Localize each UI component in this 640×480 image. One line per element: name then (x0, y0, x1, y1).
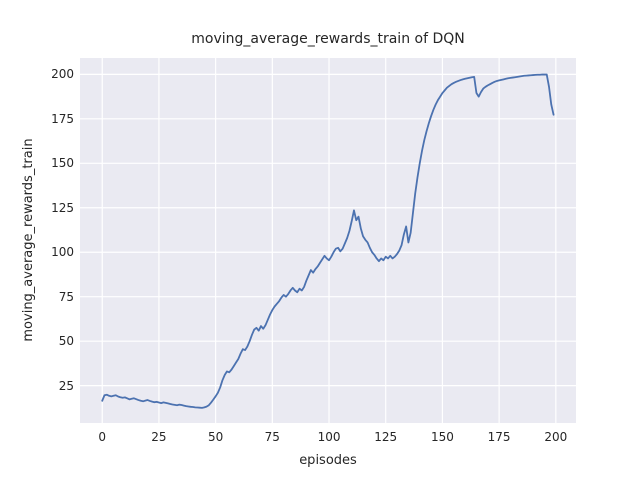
x-tick-label: 200 (544, 430, 568, 444)
x-tick-label: 0 (98, 430, 107, 444)
series-line (101, 73, 555, 409)
x-tick-label: 50 (207, 430, 224, 444)
y-tick-label: 50 (58, 334, 74, 349)
x-tick-label: 125 (374, 430, 398, 444)
y-tick-label: 100 (51, 245, 74, 260)
x-tick-label: 25 (151, 430, 167, 444)
plot-area (80, 58, 576, 423)
x-tick-label: 75 (264, 430, 280, 444)
y-tick-label: 150 (51, 156, 74, 171)
x-tick-label: 175 (487, 430, 511, 444)
y-tick-label: 25 (58, 378, 74, 393)
y-tick-label: 75 (58, 289, 74, 304)
y-tick-label: 175 (51, 111, 74, 126)
y-tick-label: 125 (51, 200, 74, 215)
line-chart-svg (80, 58, 576, 423)
chart-title: moving_average_rewards_train of DQN (191, 31, 465, 47)
x-tick-label: 100 (317, 430, 341, 444)
y-tick-label: 200 (51, 67, 74, 82)
x-axis-label: episodes (299, 453, 357, 468)
x-tick-label: 150 (430, 430, 454, 444)
